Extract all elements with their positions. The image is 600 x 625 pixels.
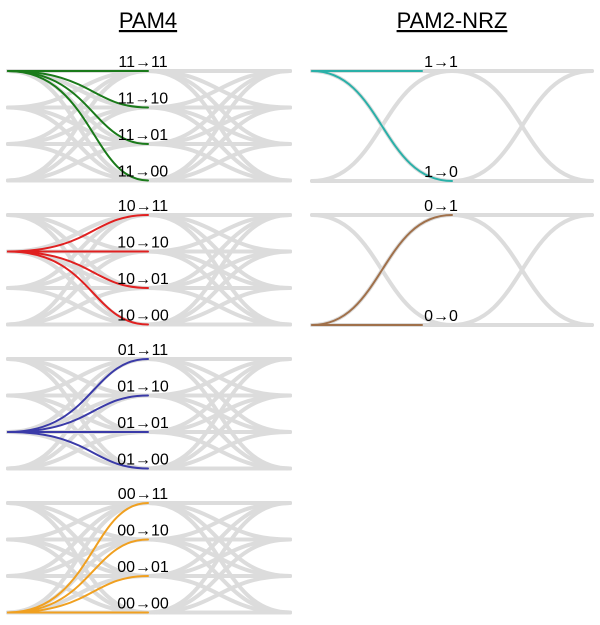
transition-11-to-10 bbox=[7, 70, 149, 109]
transition-label: 11→11 bbox=[118, 54, 167, 71]
transition-label: 00→01 bbox=[117, 559, 169, 576]
transition-label: 01→11 bbox=[118, 342, 169, 359]
eye-transition-trace bbox=[146, 430, 292, 471]
transition-label: 01→10 bbox=[117, 379, 169, 396]
eye-transition-trace bbox=[146, 574, 292, 615]
transition-label: 01→00 bbox=[117, 452, 169, 469]
transition-label: 00→00 bbox=[117, 596, 169, 613]
eye-transition-trace bbox=[146, 142, 292, 183]
transition-label: 10→10 bbox=[117, 235, 169, 252]
nrz-panel-1: 1→1 1→0 bbox=[310, 54, 594, 183]
eye-transition-trace bbox=[6, 286, 150, 327]
transition-label: 0→0 bbox=[424, 308, 458, 325]
transition-0-to-1 bbox=[311, 214, 453, 326]
transition-label: 11→01 bbox=[118, 127, 169, 144]
highlighted-transitions bbox=[7, 502, 149, 614]
pam4-panel-00: 00→11 00→10 00→01 00→00 bbox=[6, 486, 292, 615]
transition-11-to-00 bbox=[7, 70, 149, 182]
nrz-eye-panels: 1→1 1→0 0→1 0→0 bbox=[310, 54, 594, 327]
transition-01-to-11 bbox=[7, 358, 149, 433]
eye-transition-trace bbox=[6, 142, 150, 183]
highlighted-transitions bbox=[311, 214, 453, 326]
pam4-panel-01: 01→11 01→10 01→01 01→00 bbox=[6, 342, 292, 471]
eye-transition-trace bbox=[450, 213, 594, 327]
highlighted-transitions bbox=[7, 358, 149, 470]
pam4-panel-11: 11→11 11→10 11→01 11→00 bbox=[6, 54, 292, 183]
nrz-panel-0: 0→1 0→0 bbox=[310, 198, 594, 327]
highlighted-transitions bbox=[311, 70, 453, 182]
transition-00-to-11 bbox=[7, 502, 149, 614]
pam4-panel-10: 10→11 10→10 10→01 10→00 bbox=[6, 198, 292, 327]
transition-label: 11→10 bbox=[118, 91, 169, 108]
highlighted-transitions bbox=[7, 69, 149, 182]
highlighted-transitions bbox=[7, 214, 149, 326]
transition-10-to-00 bbox=[7, 250, 149, 326]
transition-10-to-01 bbox=[7, 250, 149, 289]
transition-00-to-10 bbox=[7, 538, 149, 614]
eye-transition-trace bbox=[450, 69, 594, 183]
transition-label: 00→11 bbox=[118, 486, 169, 503]
transition-01-to-00 bbox=[7, 431, 149, 470]
transition-01-to-10 bbox=[7, 394, 149, 433]
transition-11-to-01 bbox=[7, 70, 149, 145]
eye-transition-trace bbox=[6, 430, 150, 471]
transition-label: 11→00 bbox=[118, 164, 169, 181]
transition-00-to-01 bbox=[7, 575, 149, 614]
transition-label: 0→1 bbox=[424, 198, 458, 215]
eye-background-traces bbox=[6, 501, 292, 615]
transition-label: 10→00 bbox=[117, 308, 169, 325]
pam4-eye-panels: 11→11 11→10 11→01 11→00 10→11 10→10 10→01 10→00… bbox=[6, 54, 292, 615]
transition-1-to-0 bbox=[311, 70, 453, 182]
transition-label: 10→01 bbox=[117, 271, 169, 288]
nrz-heading: PAM2-NRZ bbox=[397, 8, 508, 33]
transition-label: 00→10 bbox=[117, 523, 169, 540]
pam4-heading: PAM4 bbox=[119, 8, 177, 33]
transition-10-to-11 bbox=[7, 214, 149, 253]
eye-transition-trace bbox=[146, 286, 292, 327]
transition-label: 1→0 bbox=[424, 164, 458, 181]
transition-label: 01→01 bbox=[117, 415, 169, 432]
transition-label: 10→11 bbox=[118, 198, 169, 215]
transition-label: 1→1 bbox=[424, 54, 458, 71]
